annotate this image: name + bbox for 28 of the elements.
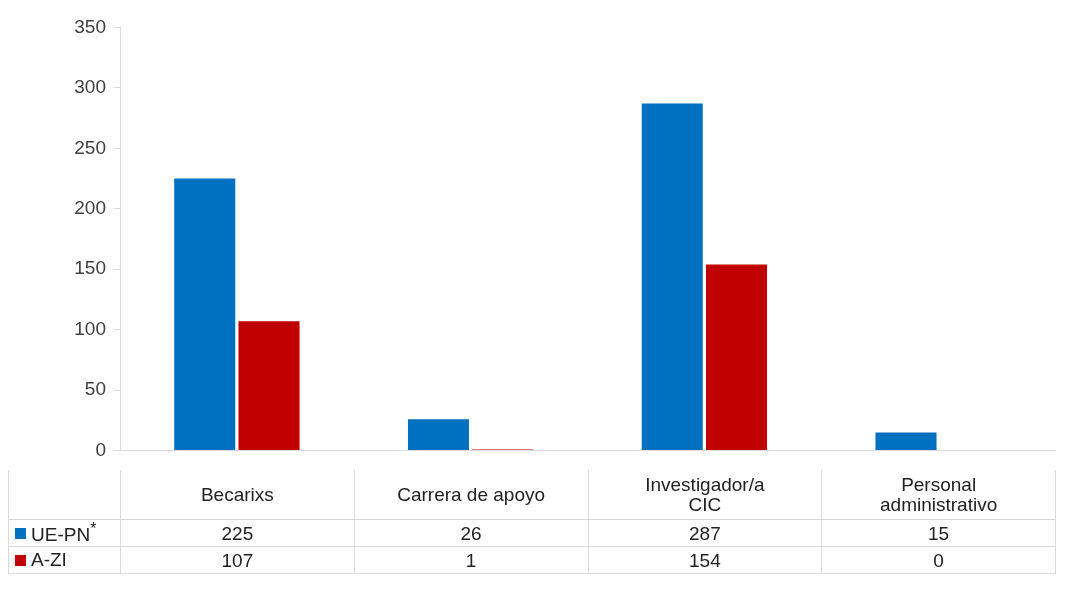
bar (705, 264, 768, 451)
data-label: 0 (822, 547, 1056, 574)
bar (238, 321, 300, 451)
y-tick-label: 150 (74, 257, 106, 279)
data-label: 1 (354, 547, 589, 574)
data-label: 107 (121, 547, 355, 574)
data-label: 287 (588, 520, 823, 547)
y-tick-label: 300 (74, 76, 106, 98)
bar (174, 178, 236, 451)
x-tick-label: Investigador/a CIC (588, 470, 823, 520)
y-tick-label: 250 (74, 136, 106, 158)
data-label: 26 (354, 520, 589, 547)
legend-label: UE-PN$^{*}$ (31, 519, 97, 547)
data-label: 225 (121, 520, 355, 547)
bar (641, 103, 703, 451)
y-tick-label: 200 (74, 197, 106, 219)
x-tick-label: Becarixs (121, 470, 355, 520)
x-tick-label: Personal administrativo (822, 470, 1056, 520)
legend-label: A-ZI (31, 549, 67, 571)
y-tick-label: 100 (74, 317, 106, 339)
bar (407, 419, 470, 451)
y-tick-label: 350 (74, 15, 106, 37)
y-tick-label: 50 (84, 378, 106, 400)
y-tick-label: 0 (95, 438, 106, 460)
x-tick-label: Carrera de apoyo (354, 470, 589, 520)
data-label: 15 (822, 520, 1056, 547)
data-label: 154 (588, 547, 823, 574)
bar (875, 432, 937, 451)
